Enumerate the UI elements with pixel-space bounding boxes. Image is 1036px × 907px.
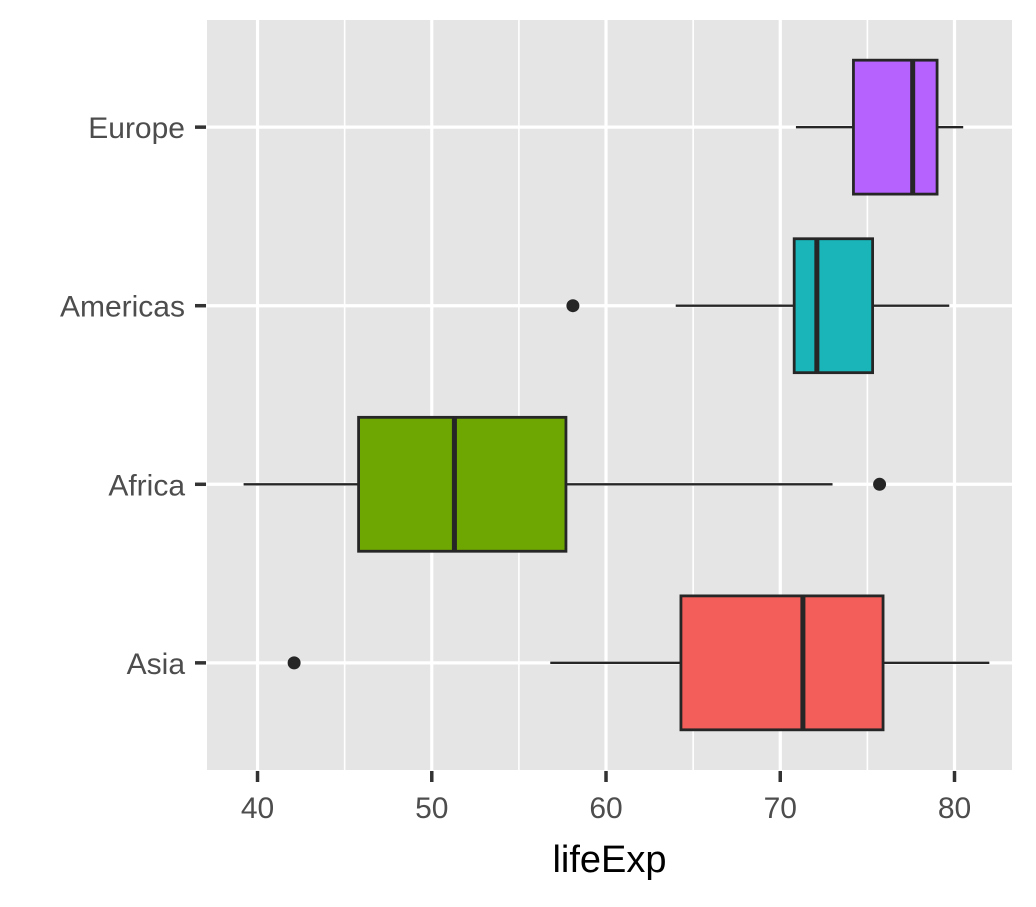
x-tick-label: 60 <box>589 792 622 825</box>
x-tick-label: 40 <box>241 792 274 825</box>
y-tick-label: Europe <box>88 112 185 145</box>
box-africa <box>243 415 887 553</box>
x-tick-label: 70 <box>764 792 797 825</box>
box-series <box>243 58 990 732</box>
outlier-point <box>873 477 887 491</box>
iqr-box <box>679 594 885 732</box>
outlier-point <box>287 656 301 670</box>
iqr-box <box>792 237 875 375</box>
iqr-box <box>357 415 568 553</box>
box-asia <box>287 594 990 732</box>
x-axis-title: lifeExp <box>552 839 666 881</box>
y-tick-label: Americas <box>60 291 185 324</box>
box-europe <box>795 58 964 196</box>
x-axis: 40 50 60 70 80 <box>241 771 971 825</box>
y-axis: Asia Africa Americas Europe <box>60 112 206 681</box>
y-tick-label: Africa <box>108 469 185 502</box>
x-tick-label: 80 <box>938 792 971 825</box>
x-tick-label: 50 <box>415 792 448 825</box>
box-americas <box>566 237 950 375</box>
outlier-point <box>566 299 580 313</box>
y-tick-label: Asia <box>127 648 186 681</box>
iqr-box <box>852 58 939 196</box>
